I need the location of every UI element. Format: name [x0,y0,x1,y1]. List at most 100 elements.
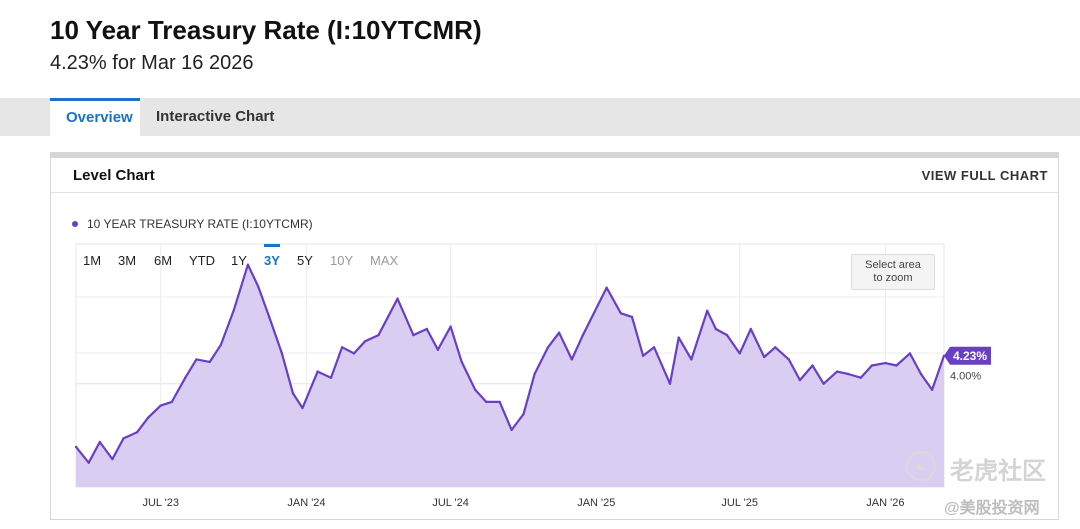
data-point [280,352,284,355]
data-point [706,309,709,312]
data-point [377,333,380,337]
data-point [74,445,78,449]
data-point [170,400,173,404]
data-point [159,404,162,407]
data-point [436,348,440,351]
data-point [870,364,874,367]
data-point [340,346,344,349]
series-area [76,264,944,487]
last-value-badge-bg [944,346,991,365]
x-tick-label: JUL '25 [721,497,758,509]
data-point [546,346,550,349]
data-point [725,333,729,337]
data-point [449,325,452,328]
data-point [847,372,850,376]
data-point [822,382,825,385]
data-point [98,440,102,444]
data-point [246,263,250,266]
data-point [412,333,415,337]
view-full-chart-link[interactable]: VIEW FULL CHART [921,168,1048,183]
data-point [630,315,634,319]
data-point [652,346,656,349]
data-point [184,376,187,379]
legend-label: 10 YEAR TREASURY RATE (I:10YTCMR) [87,216,313,231]
data-point [510,428,513,432]
data-point [619,312,623,315]
data-point [668,382,672,385]
data-point [522,412,525,416]
data-point [884,361,887,365]
tab-interactive-chart[interactable]: Interactive Chart [156,108,275,125]
data-point [474,388,477,391]
data-point [908,352,912,355]
data-point [195,358,198,361]
last-value-badge: 4.23% [944,346,991,365]
card-header: Level Chart VIEW FULL CHART [51,158,1058,193]
data-point [135,431,139,434]
page-title: 10 Year Treasury Rate (I:10YTCMR) [50,15,482,45]
range-6m[interactable]: 6M [153,253,173,268]
data-point [146,416,150,419]
range-1m[interactable]: 1M [82,253,102,268]
data-point [498,400,501,404]
data-point [811,364,814,367]
data-point [690,358,693,361]
data-point [749,327,752,331]
data-point [257,285,260,288]
card-title: Level Chart [73,167,155,184]
y-tick-labels: 4.00% [950,371,981,383]
data-point [268,315,271,319]
tab-overview[interactable]: Overview [50,98,140,136]
data-point [111,457,114,461]
data-point [352,352,356,355]
data-point [570,358,573,361]
range-ytd[interactable]: YTD [189,253,215,268]
data-point [87,461,90,464]
data-point [219,343,223,346]
tab-bar: Overview Interactive Chart [0,98,1080,136]
range-5y[interactable]: 5Y [297,253,313,268]
range-3m[interactable]: 3M [117,253,137,268]
data-point [677,336,680,339]
data-point [605,286,608,289]
x-tick-label: JAN '26 [866,497,904,509]
range-10y[interactable]: 10Y [330,253,354,268]
data-point [714,327,718,331]
data-point [763,355,766,359]
data-point [859,376,862,379]
x-tick-label: JUL '23 [142,497,179,509]
watermark-logo: ☯ 老虎社区 [906,451,1066,485]
chart-legend: 10 YEAR TREASURY RATE (I:10YTCMR) [72,216,313,231]
data-point [301,406,304,410]
data-point [396,297,399,300]
watermark-circle-icon: ☯ [906,451,936,481]
watermark-text-1: 老虎社区 [950,458,1046,485]
data-point [485,400,488,404]
x-tick-label: JAN '24 [287,497,325,509]
zoom-hint-line1: Select area [865,259,921,271]
legend-dot-icon [72,220,78,227]
series-points [74,263,946,464]
data-point [363,340,367,343]
data-point [798,378,802,382]
data-point [919,372,923,376]
watermark-text-2: @美股投资网 [944,500,1040,517]
page-subtitle: 4.23% for Mar 16 2026 [50,52,254,74]
data-point [930,388,934,391]
x-tick-label: JAN '25 [577,497,615,509]
x-tick-labels: JUL '23 JAN '24 JUL '24 JAN '25 JUL '25 JAN '… [142,497,904,509]
range-1y[interactable]: 1Y [231,253,247,268]
y-tick-label: 4.00% [950,371,981,383]
select-area-to-zoom-hint: Select area to zoom [851,254,935,290]
data-point [895,364,898,367]
data-point [835,370,839,373]
data-point [533,372,536,376]
range-max[interactable]: MAX [370,253,399,268]
data-point [641,354,645,357]
zoom-hint-line2: to zoom [873,272,913,284]
range-3y[interactable]: 3Y [264,244,280,275]
data-point [329,376,333,379]
x-tick-label: JUL '24 [432,497,469,509]
data-point [291,392,295,395]
